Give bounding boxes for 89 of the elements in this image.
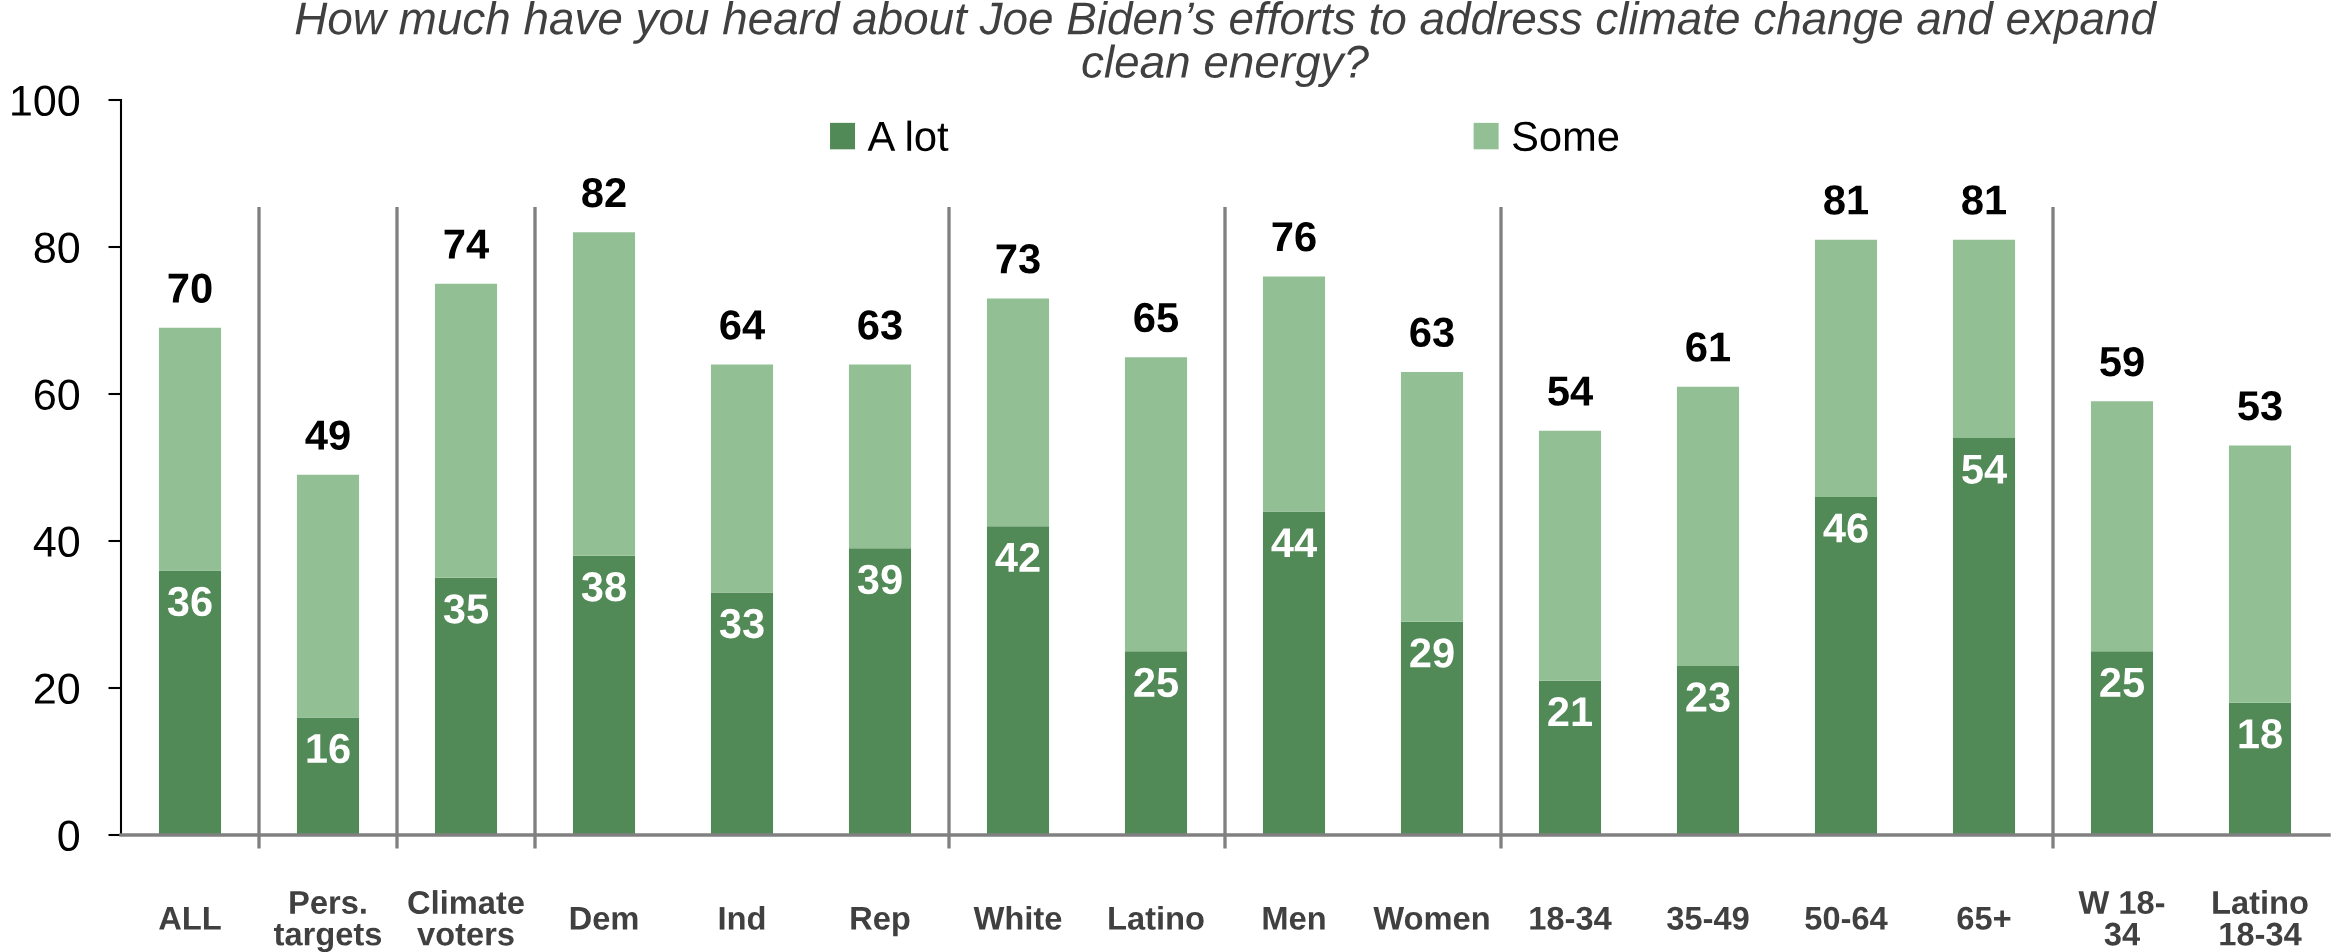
x-tick-label: Men bbox=[1263, 907, 1325, 930]
total-label: 59 bbox=[2100, 346, 2144, 377]
bar bbox=[710, 592, 774, 835]
total-label: 70 bbox=[168, 273, 212, 303]
total-label: 54 bbox=[1548, 376, 1593, 406]
total-label: 65 bbox=[1134, 302, 1179, 333]
total-label: 49 bbox=[305, 420, 350, 450]
total-label: 61 bbox=[1686, 332, 1731, 362]
data-label: 36 bbox=[167, 586, 212, 617]
data-label: 44 bbox=[1271, 528, 1317, 558]
data-label: 21 bbox=[1548, 697, 1593, 727]
x-tick-label: Climate voters bbox=[408, 890, 524, 946]
bar bbox=[1814, 239, 1878, 497]
y-tick-label: 40 bbox=[33, 526, 80, 558]
x-tick-label: Dem bbox=[570, 907, 638, 930]
x-tick-label: 35-49 bbox=[1667, 906, 1749, 930]
data-label: 33 bbox=[719, 608, 764, 639]
bar bbox=[1676, 386, 1740, 666]
bar bbox=[1952, 438, 2016, 835]
bar bbox=[1400, 371, 1464, 622]
bar bbox=[1676, 665, 1740, 835]
bar bbox=[1538, 680, 1602, 835]
y-tick-label: 20 bbox=[35, 673, 80, 705]
bar bbox=[572, 232, 636, 556]
total-label: 53 bbox=[2238, 391, 2282, 421]
bar bbox=[1262, 511, 1326, 835]
bar bbox=[296, 717, 360, 835]
x-tick-label: Ind bbox=[719, 905, 765, 930]
bar bbox=[2228, 445, 2292, 703]
bar bbox=[710, 364, 774, 593]
total-label: 63 bbox=[1410, 317, 1454, 348]
bar bbox=[2228, 702, 2292, 835]
bar bbox=[1262, 276, 1326, 512]
data-label: 35 bbox=[443, 594, 489, 624]
bar bbox=[986, 298, 1050, 527]
x-tick-label: 18-34 bbox=[1530, 906, 1612, 930]
x-tick-label: Rep bbox=[851, 907, 910, 937]
x-tick-label: 65+ bbox=[1957, 906, 2011, 930]
y-tick-label: 60 bbox=[35, 379, 80, 411]
bar bbox=[848, 548, 912, 835]
bar bbox=[1124, 357, 1188, 652]
data-label: 16 bbox=[307, 733, 350, 764]
x-tick-label: Women bbox=[1373, 907, 1489, 930]
total-label: 63 bbox=[858, 310, 902, 340]
chart-title: How much have you heard about Joe Biden’s efforts to address climate change and expand clean energy? bbox=[295, 1, 2158, 88]
total-label: 82 bbox=[582, 177, 626, 208]
data-label: 54 bbox=[1962, 454, 2007, 484]
data-label: 23 bbox=[1686, 682, 1730, 712]
x-tick-label: White bbox=[973, 905, 1062, 930]
bar bbox=[434, 577, 498, 835]
x-tick-label: ALL bbox=[159, 907, 221, 930]
data-label: 25 bbox=[1134, 667, 1179, 698]
y-tick-label: 0 bbox=[58, 820, 80, 852]
total-label: 73 bbox=[996, 244, 1040, 274]
total-label: 81 bbox=[1962, 185, 2007, 215]
bar bbox=[986, 526, 1050, 835]
data-label: 38 bbox=[581, 572, 626, 602]
data-label: 39 bbox=[857, 564, 902, 595]
data-label: 29 bbox=[1410, 638, 1454, 668]
x-tick-label: Pers. targets bbox=[273, 891, 382, 952]
bar bbox=[1124, 651, 1188, 835]
bar bbox=[158, 327, 222, 571]
bar bbox=[158, 570, 222, 835]
y-tick-label: 80 bbox=[34, 232, 80, 264]
bar bbox=[848, 364, 912, 549]
x-tick-label: Latino 18-34 bbox=[2213, 890, 2308, 946]
data-label: 46 bbox=[1823, 513, 1868, 543]
bar bbox=[572, 555, 636, 835]
bar bbox=[434, 283, 498, 578]
x-tick-label: 50-64 bbox=[1805, 906, 1888, 930]
x-tick-label: Latino bbox=[1109, 905, 1204, 930]
x-tick-label: W 18- 34 bbox=[2078, 890, 2165, 946]
bar bbox=[1814, 496, 1878, 835]
legend-label: A lot bbox=[867, 120, 949, 152]
data-label: 18 bbox=[2239, 719, 2282, 749]
bar bbox=[2090, 401, 2154, 652]
bar bbox=[1538, 430, 1602, 681]
data-label: 25 bbox=[2100, 667, 2145, 698]
bar bbox=[296, 474, 360, 718]
total-label: 76 bbox=[1272, 221, 1316, 252]
total-label: 74 bbox=[444, 229, 489, 259]
total-label: 81 bbox=[1824, 185, 1869, 215]
y-tick-label: 100 bbox=[12, 85, 80, 117]
total-label: 64 bbox=[720, 310, 765, 340]
data-label: 42 bbox=[995, 542, 1040, 572]
legend-label: Some bbox=[1513, 121, 1619, 152]
bar bbox=[1400, 621, 1464, 835]
bar bbox=[1952, 239, 2016, 439]
bar bbox=[2090, 651, 2154, 835]
